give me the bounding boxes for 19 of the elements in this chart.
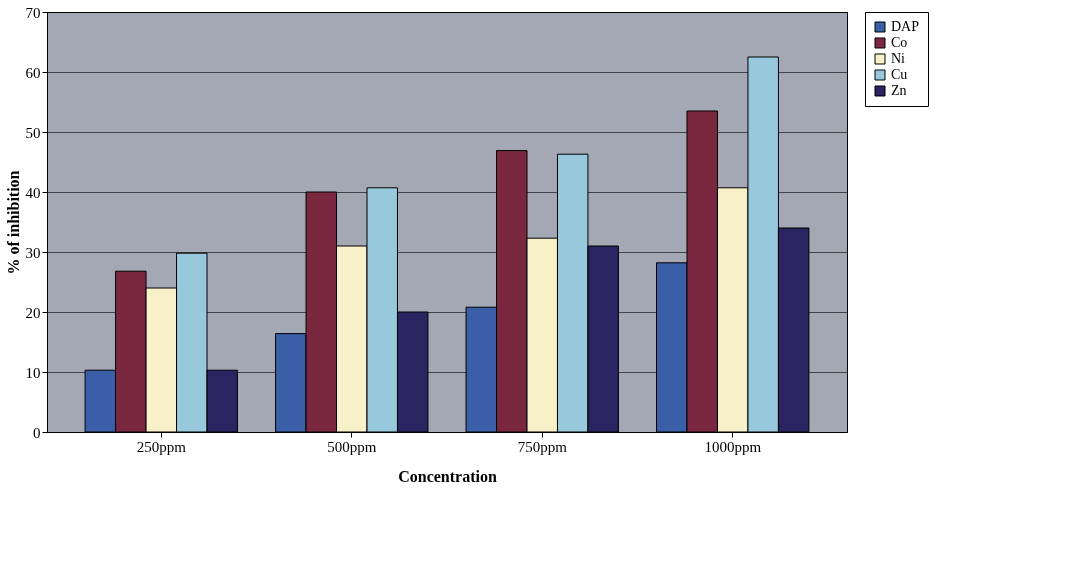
y-tick-label: 10 xyxy=(25,364,41,381)
x-tick-label: 500ppm xyxy=(327,438,377,455)
y-tick-label: 30 xyxy=(25,244,41,261)
y-tick-label: 0 xyxy=(33,424,41,441)
x-tick-label: 1000ppm xyxy=(704,438,762,455)
legend-label: DAP xyxy=(891,19,920,34)
y-tick-label: 20 xyxy=(25,304,41,321)
x-tick-label: 250ppm xyxy=(136,438,187,455)
legend-label: Ni xyxy=(891,51,906,66)
x-axis-title: Concentration xyxy=(398,467,497,485)
y-axis-title: % of inhibition xyxy=(4,170,22,275)
y-tick-label: 60 xyxy=(25,64,41,81)
x-tick-label: 750ppm xyxy=(517,438,568,455)
legend-label: Cu xyxy=(891,67,908,82)
legend-label: Zn xyxy=(891,83,907,98)
y-tick-label: 40 xyxy=(25,184,41,201)
y-tick-label: 70 xyxy=(25,4,41,21)
y-tick-label: 50 xyxy=(25,124,41,141)
legend-label: Co xyxy=(891,35,908,50)
